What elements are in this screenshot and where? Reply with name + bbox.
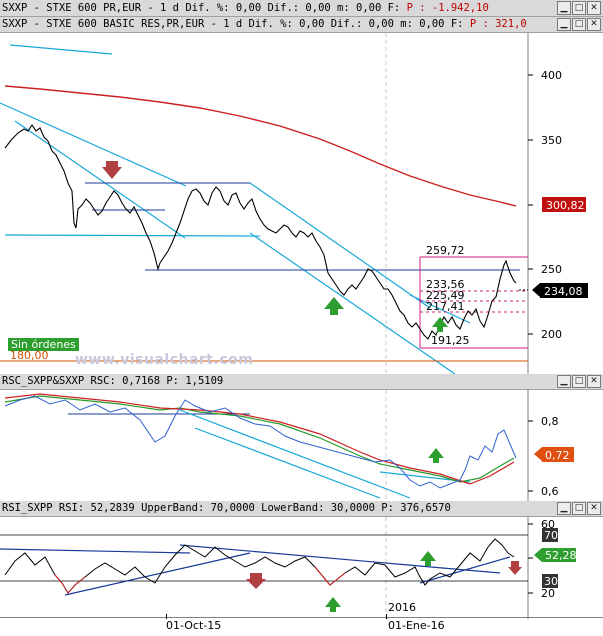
rsi-last-value: 52,28	[545, 549, 577, 562]
rsc-maximize-icon[interactable]: □	[572, 375, 586, 388]
price-panel-title: SXXP - STXE 600 BASIC RES,PR,EUR - 1 d D…	[2, 18, 527, 30]
rsc-slow-average	[4, 393, 515, 485]
price-chart[interactable]: 400 350 300 250 200 259,72 233,56 225,49…	[0, 33, 603, 374]
rsc-buy-arrow-icon	[428, 448, 444, 463]
last-price-pointer-icon	[532, 283, 540, 297]
price-tick-350: 350	[541, 134, 562, 147]
rsc-chart-panel[interactable]: 0,8 0,6 0,72	[0, 390, 603, 501]
x-axis	[0, 614, 603, 636]
ma-value: 300,82	[546, 199, 585, 212]
channel-upper-right	[249, 182, 431, 309]
rsc-last-value: 0,72	[545, 449, 570, 462]
rsi-buy-arrow-icon-2	[420, 551, 436, 566]
last-price-box	[540, 283, 588, 298]
price-tick-200: 200	[541, 328, 562, 341]
window-titlebar: SXXP - STXE 600 PR,EUR - 1 d Dif. %: 0,0…	[0, 0, 603, 17]
price-tick-250: 250	[541, 263, 562, 276]
fib-high-label: 259,72	[426, 244, 465, 257]
buy-arrow-icon	[324, 297, 344, 315]
rsi-minimize-icon[interactable]: ▁	[557, 502, 571, 515]
channel-lower-right	[249, 232, 456, 374]
minimize-icon[interactable]: ▁	[557, 1, 571, 15]
rsi-upper-band-value: 70	[544, 529, 558, 542]
ma-value-box	[542, 197, 586, 212]
rsi-close-icon[interactable]: ✕	[587, 502, 601, 515]
rsc-minimize-icon[interactable]: ▁	[557, 375, 571, 388]
rsc-value-box	[542, 447, 574, 462]
rsi-trend-line-3	[179, 544, 501, 574]
status-badge[interactable]: Sin órdenes	[8, 338, 79, 351]
rsi-buy-arrow-icon	[325, 597, 341, 612]
price-tick-400: 400	[541, 69, 562, 82]
rsi-value-pointer-icon	[534, 548, 542, 562]
rsi-sell-arrow-icon	[246, 573, 266, 589]
fib-l3-label: 217,41	[426, 300, 465, 313]
rsc-value-pointer-icon	[534, 447, 542, 461]
rsi-upper-band-box	[542, 528, 558, 542]
rsi-trend-line-2	[64, 552, 251, 596]
support-line-cyan	[4, 234, 261, 237]
panel-minimize-icon[interactable]: ▁	[557, 18, 571, 31]
rsc-panel-titlebar: RSC_SXPP&SXXP RSC: 0,7168 P: 1,5109 ▁ □ …	[0, 374, 603, 390]
close-icon[interactable]: ✕	[587, 1, 601, 15]
x-axis-date-2: 01-Ene-16	[388, 619, 445, 632]
price-panel-controls: ▁ □ ✕	[557, 18, 601, 31]
fib-low-label: 191,25	[431, 334, 470, 347]
rsc-close-icon[interactable]: ✕	[587, 375, 601, 388]
rsi-line	[4, 538, 515, 594]
moving-average-line	[4, 85, 517, 207]
window-controls: ▁ □ ✕	[557, 1, 601, 15]
trend-line-top	[9, 44, 113, 55]
rsi-sell-arrow-icon-2	[508, 561, 522, 575]
rsc-tick-0-6: 0,6	[541, 485, 559, 498]
window-title: SXXP - STXE 600 PR,EUR - 1 d Dif. %: 0,0…	[2, 2, 489, 14]
rsc-panel-controls: ▁ □ ✕	[557, 375, 601, 388]
sell-arrow-icon	[102, 161, 122, 179]
last-price-value: 234,08	[544, 285, 583, 298]
rsi-chart-panel[interactable]: 60 40 20 70 52,28 30 2016	[0, 517, 603, 619]
rsi-panel-controls: ▁ □ ✕	[557, 502, 601, 515]
rsi-panel-titlebar: RSI_SXPP RSI: 52,2839 UpperBand: 70,0000…	[0, 501, 603, 517]
panel-maximize-icon[interactable]: □	[572, 18, 586, 31]
rsi-chart[interactable]: 60 40 20 70 52,28 30 2016	[0, 517, 603, 619]
rsi-oversold-segment-2	[314, 566, 346, 586]
x-axis-date-1: 01-Oct-15	[166, 619, 222, 632]
rsc-fast-average	[4, 395, 515, 483]
rsc-channel-lower	[194, 427, 381, 499]
watermark: www.visualchart.com	[75, 352, 254, 368]
rsi-lower-band-value: 30	[544, 575, 558, 588]
rsc-tick-0-8: 0,8	[541, 415, 559, 428]
channel-lower-left	[14, 120, 186, 239]
price-chart-panel[interactable]: 400 350 300 250 200 259,72 233,56 225,49…	[0, 33, 603, 374]
rsi-tick-60: 60	[541, 518, 555, 531]
panel-close-icon[interactable]: ✕	[587, 18, 601, 31]
rsi-trend-line-4	[419, 556, 511, 584]
rsi-lower-band-box	[542, 574, 558, 588]
reference-low-label: 180,00	[10, 349, 49, 362]
channel-upper-left	[0, 102, 187, 187]
rsc-channel-upper	[179, 409, 411, 499]
rsi-oversold-segment	[54, 574, 86, 594]
buy-arrow-icon-2	[432, 317, 448, 332]
rsi-tick-20: 20	[541, 587, 555, 600]
fib-l2-label: 225,49	[426, 289, 465, 302]
rsc-line	[4, 395, 517, 489]
rsi-panel-title: RSI_SXPP RSI: 52,2839 UpperBand: 70,0000…	[2, 502, 451, 514]
rsi-value-box	[542, 548, 576, 562]
fib-l1-label: 233,56	[426, 278, 465, 291]
rsc-panel-title: RSC_SXPP&SXXP RSC: 0,7168 P: 1,5109	[2, 375, 224, 387]
maximize-icon[interactable]: □	[572, 1, 586, 15]
year-label: 2016	[388, 601, 416, 614]
rsi-maximize-icon[interactable]: □	[572, 502, 586, 515]
rsi-trend-line-1	[0, 548, 191, 554]
price-panel-titlebar: SXXP - STXE 600 BASIC RES,PR,EUR - 1 d D…	[0, 17, 603, 33]
rsc-chart[interactable]: 0,8 0,6 0,72	[0, 390, 603, 501]
